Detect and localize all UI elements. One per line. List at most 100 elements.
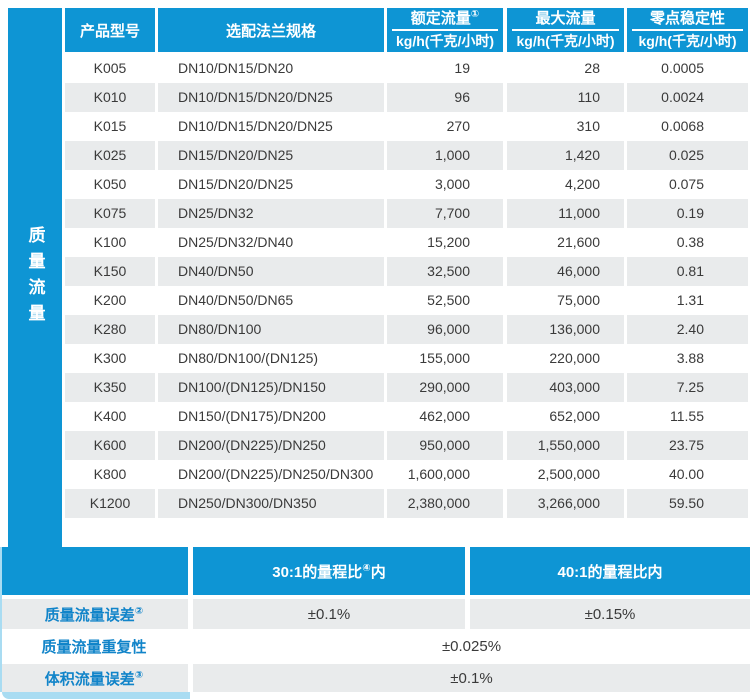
table-row: K015 DN10/DN15/DN20/DN25 270 310 0.0068 [65, 112, 748, 141]
unit-label: kg/h(千克/小时) [516, 33, 615, 49]
accuracy-section: 30:1的量程比④内 40:1的量程比内 质量流量误差② ±0.1% ±0.15% 质… [0, 547, 750, 692]
cell-rated-flow: 3,000 [387, 170, 503, 199]
cell-model: K100 [65, 228, 155, 257]
cell-max-flow: 2,500,000 [507, 460, 624, 489]
table-header-row: 产品型号 选配法兰规格 额定流量① kg/h(千克/小时) 最大流量 kg/h(… [65, 8, 748, 52]
accuracy-row-label: 体积流量误差③ [0, 664, 188, 692]
bottom-accent-bar [2, 692, 190, 699]
cell-max-flow: 1,420 [507, 141, 624, 170]
table-row: K150 DN40/DN50 32,500 46,000 0.81 [65, 257, 748, 286]
cell-rated-flow: 1,600,000 [387, 460, 503, 489]
cell-flange-spec: DN10/DN15/DN20 [158, 54, 384, 83]
cell-max-flow: 1,550,000 [507, 431, 624, 460]
table-row: K075 DN25/DN32 7,700 11,000 0.19 [65, 199, 748, 228]
cell-rated-flow: 1,000 [387, 141, 503, 170]
cell-flange-spec: DN40/DN50/DN65 [158, 286, 384, 315]
header-divider-line [391, 29, 499, 31]
cell-zero-stability: 1.31 [627, 286, 748, 315]
footnote-superscript: ② [134, 605, 144, 617]
accuracy-header-blank-cell [0, 547, 188, 595]
cell-flange-spec: DN200/(DN225)/DN250/DN300 [158, 460, 384, 489]
cell-rated-flow: 15,200 [387, 228, 503, 257]
cell-model: K1200 [65, 489, 155, 518]
cell-model: K600 [65, 431, 155, 460]
cell-flange-spec: DN15/DN20/DN25 [158, 170, 384, 199]
cell-max-flow: 4,200 [507, 170, 624, 199]
accuracy-value-cell: ±0.1% [193, 599, 465, 629]
table-row: K280 DN80/DN100 96,000 136,000 2.40 [65, 315, 748, 344]
table-row: K100 DN25/DN32/DN40 15,200 21,600 0.38 [65, 228, 748, 257]
accuracy-header-turndown-40: 40:1的量程比内 [470, 547, 750, 595]
cell-flange-spec: DN200/(DN225)/DN250 [158, 431, 384, 460]
cell-max-flow: 310 [507, 112, 624, 141]
table-row: K050 DN15/DN20/DN25 3,000 4,200 0.075 [65, 170, 748, 199]
cell-model: K350 [65, 373, 155, 402]
cell-rated-flow: 270 [387, 112, 503, 141]
cell-rated-flow: 7,700 [387, 199, 503, 228]
cell-max-flow: 220,000 [507, 344, 624, 373]
cell-flange-spec: DN80/DN100 [158, 315, 384, 344]
table-row: K800 DN200/(DN225)/DN250/DN300 1,600,000 2,… [65, 460, 748, 489]
cell-max-flow: 110 [507, 83, 624, 112]
accuracy-header-row: 30:1的量程比④内 40:1的量程比内 [0, 547, 750, 595]
cell-max-flow: 136,000 [507, 315, 624, 344]
cell-model: K150 [65, 257, 155, 286]
cell-rated-flow: 96 [387, 83, 503, 112]
cell-rated-flow: 155,000 [387, 344, 503, 373]
table-row: K300 DN80/DN100/(DN125) 155,000 220,000 3.88 [65, 344, 748, 373]
accuracy-value-cell-merged: ±0.025% [193, 632, 750, 661]
cell-flange-spec: DN25/DN32 [158, 199, 384, 228]
col-header-model: 产品型号 [65, 8, 155, 52]
table-row: K005 DN10/DN15/DN20 19 28 0.0005 [65, 54, 748, 83]
cell-model: K280 [65, 315, 155, 344]
cell-flange-spec: DN40/DN50 [158, 257, 384, 286]
cell-zero-stability: 23.75 [627, 431, 748, 460]
cell-flange-spec: DN15/DN20/DN25 [158, 141, 384, 170]
accuracy-rows: 质量流量误差② ±0.1% ±0.15% 质量流量重复性 ±0.025% 体积流量误差③ ±… [0, 599, 750, 692]
cell-max-flow: 46,000 [507, 257, 624, 286]
col-header-max-flow: 最大流量 kg/h(千克/小时) [507, 8, 624, 52]
left-accent-edge [0, 547, 2, 692]
accuracy-row: 质量流量重复性 ±0.025% [0, 632, 750, 661]
cell-zero-stability: 0.38 [627, 228, 748, 257]
accuracy-value-cell-merged: ±0.1% [193, 664, 750, 692]
col-header-flange: 选配法兰规格 [158, 8, 384, 52]
footnote-superscript: ③ [134, 669, 144, 681]
cell-rated-flow: 19 [387, 54, 503, 83]
cell-max-flow: 652,000 [507, 402, 624, 431]
cell-model: K025 [65, 141, 155, 170]
cell-zero-stability: 3.88 [627, 344, 748, 373]
cell-flange-spec: DN10/DN15/DN20/DN25 [158, 83, 384, 112]
cell-model: K800 [65, 460, 155, 489]
table-body: K005 DN10/DN15/DN20 19 28 0.0005 K010 DN10/DN1… [65, 54, 748, 518]
cell-max-flow: 3,266,000 [507, 489, 624, 518]
cell-zero-stability: 59.50 [627, 489, 748, 518]
cell-max-flow: 75,000 [507, 286, 624, 315]
cell-model: K075 [65, 199, 155, 228]
category-sidebar: 质量流量 [8, 8, 62, 547]
cell-zero-stability: 0.075 [627, 170, 748, 199]
cell-zero-stability: 0.19 [627, 199, 748, 228]
accuracy-row-label: 质量流量误差② [0, 599, 188, 629]
cell-zero-stability: 0.0068 [627, 112, 748, 141]
cell-max-flow: 28 [507, 54, 624, 83]
cell-zero-stability: 2.40 [627, 315, 748, 344]
table-row: K1200 DN250/DN300/DN350 2,380,000 3,266,000… [65, 489, 748, 518]
table-row: K400 DN150/(DN175)/DN200 462,000 652,000 11.… [65, 402, 748, 431]
cell-flange-spec: DN80/DN100/(DN125) [158, 344, 384, 373]
table-row: K200 DN40/DN50/DN65 52,500 75,000 1.31 [65, 286, 748, 315]
cell-zero-stability: 0.81 [627, 257, 748, 286]
accuracy-header-turndown-30: 30:1的量程比④内 [193, 547, 465, 595]
col-header-zero-stability: 零点稳定性 kg/h(千克/小时) [627, 8, 748, 52]
accuracy-value-cell: ±0.15% [470, 599, 750, 629]
cell-zero-stability: 0.0024 [627, 83, 748, 112]
cell-max-flow: 11,000 [507, 199, 624, 228]
accuracy-row: 体积流量误差③ ±0.1% [0, 664, 750, 692]
unit-label: kg/h(千克/小时) [638, 33, 737, 49]
cell-max-flow: 403,000 [507, 373, 624, 402]
category-label: 质量流量 [25, 225, 45, 330]
cell-flange-spec: DN25/DN32/DN40 [158, 228, 384, 257]
cell-rated-flow: 96,000 [387, 315, 503, 344]
cell-flange-spec: DN150/(DN175)/DN200 [158, 402, 384, 431]
